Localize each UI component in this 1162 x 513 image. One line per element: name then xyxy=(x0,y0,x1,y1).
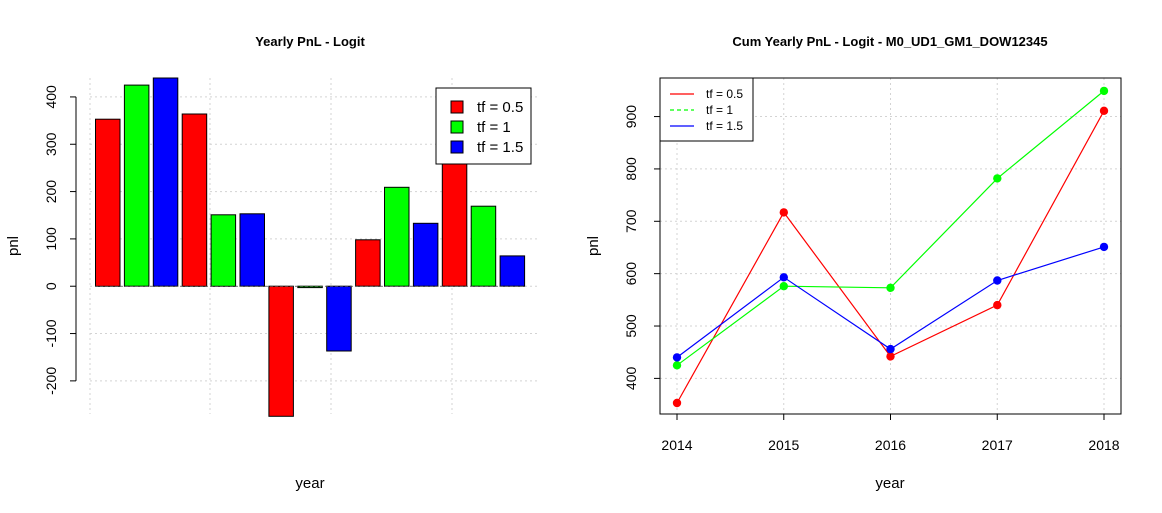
bar-2015-series-2 xyxy=(210,214,237,287)
series-3-point-2015 xyxy=(779,273,788,282)
bar-2017-series-1 xyxy=(355,239,381,287)
series-1-point-2016 xyxy=(886,352,895,361)
right-y-tick-label: 500 xyxy=(623,314,639,338)
left-y-tick-label: 0 xyxy=(43,282,59,290)
bar-2018-series-2 xyxy=(470,205,497,287)
bar-2015-series-1 xyxy=(181,113,208,287)
left-y-tick-label: 100 xyxy=(43,227,59,251)
left-y-axis-label: pnl xyxy=(5,236,22,256)
right-legend: tf = 0.5 tf = 1 tf = 1.5 xyxy=(659,77,754,142)
series-1-point-2017 xyxy=(993,300,1002,310)
series-2-point-2015 xyxy=(779,282,788,291)
right-x-tick-label: 2018 xyxy=(1088,437,1119,453)
left-y-tick-label: -100 xyxy=(43,319,59,347)
right-legend-label: tf = 1 xyxy=(706,103,733,117)
bar-2017-series-2 xyxy=(384,186,410,287)
right-y-tick-label: 600 xyxy=(623,262,639,286)
right-x-tick-label: 2017 xyxy=(982,437,1013,453)
left-legend-label: tf = 0.5 xyxy=(477,99,523,116)
series-1-point-2015 xyxy=(779,208,788,217)
bar-2014-series-2 xyxy=(123,84,150,287)
bar-2016-series-1 xyxy=(268,285,294,417)
series-2-point-2017 xyxy=(993,174,1002,183)
left-legend-label: tf = 1.5 xyxy=(477,139,523,156)
left-y-tick-label: 300 xyxy=(43,132,59,156)
series-2-point-2018 xyxy=(1099,86,1109,96)
left-x-axis-label: year xyxy=(295,475,324,492)
right-chart-title: Cum Yearly PnL - Logit - M0_UD1_GM1_DOW1… xyxy=(732,34,1047,49)
left-legend-swatch xyxy=(450,140,464,154)
left-legend-swatch xyxy=(450,120,464,134)
bar-2018-series-3 xyxy=(499,255,526,287)
series-2-point-2016 xyxy=(886,283,895,292)
series-3-point-2014 xyxy=(672,353,682,362)
bar-2018-series-1 xyxy=(441,151,468,287)
right-y-tick-label: 400 xyxy=(623,367,639,391)
right-x-tick-label: 2016 xyxy=(875,437,906,453)
series-1-point-2014 xyxy=(672,398,682,408)
right-plot-area: 400 500 600 700 800 900 2014 2015 2016 2017 2018 tf… xyxy=(623,77,1122,453)
bar-2015-series-3 xyxy=(239,213,265,287)
left-legend-label: tf = 1 xyxy=(477,119,511,136)
right-legend-label: tf = 1.5 xyxy=(706,119,743,133)
series-3-point-2017 xyxy=(993,276,1002,285)
series-1-point-2018 xyxy=(1099,106,1109,116)
right-legend-label: tf = 0.5 xyxy=(706,87,743,101)
right-x-tick-label: 2014 xyxy=(661,437,692,453)
right-y-tick-label: 800 xyxy=(623,157,639,181)
series-3-point-2016 xyxy=(886,344,895,354)
right-x-axis-label: year xyxy=(875,475,904,492)
left-y-tick-label: 200 xyxy=(43,180,59,204)
right-x-tick-label: 2015 xyxy=(768,437,799,453)
left-y-tick-label: 400 xyxy=(43,85,59,109)
bar-2014-series-3 xyxy=(152,77,179,287)
right-y-tick-label: 700 xyxy=(623,209,639,233)
bar-2016-series-3 xyxy=(326,285,352,352)
bar-2014-series-1 xyxy=(95,118,121,287)
left-y-tick-label: -200 xyxy=(43,367,59,395)
left-legend: tf = 0.5 tf = 1 tf = 1.5 xyxy=(435,87,532,165)
left-chart-title: Yearly PnL - Logit xyxy=(255,34,365,49)
right-y-axis-label: pnl xyxy=(585,236,602,256)
series-2-point-2014 xyxy=(672,361,682,370)
right-y-tick-label: 900 xyxy=(623,105,639,129)
right-legend-box xyxy=(659,77,754,142)
series-3-point-2018 xyxy=(1099,242,1109,252)
bar-2017-series-3 xyxy=(412,222,439,287)
left-legend-swatch xyxy=(450,100,464,114)
